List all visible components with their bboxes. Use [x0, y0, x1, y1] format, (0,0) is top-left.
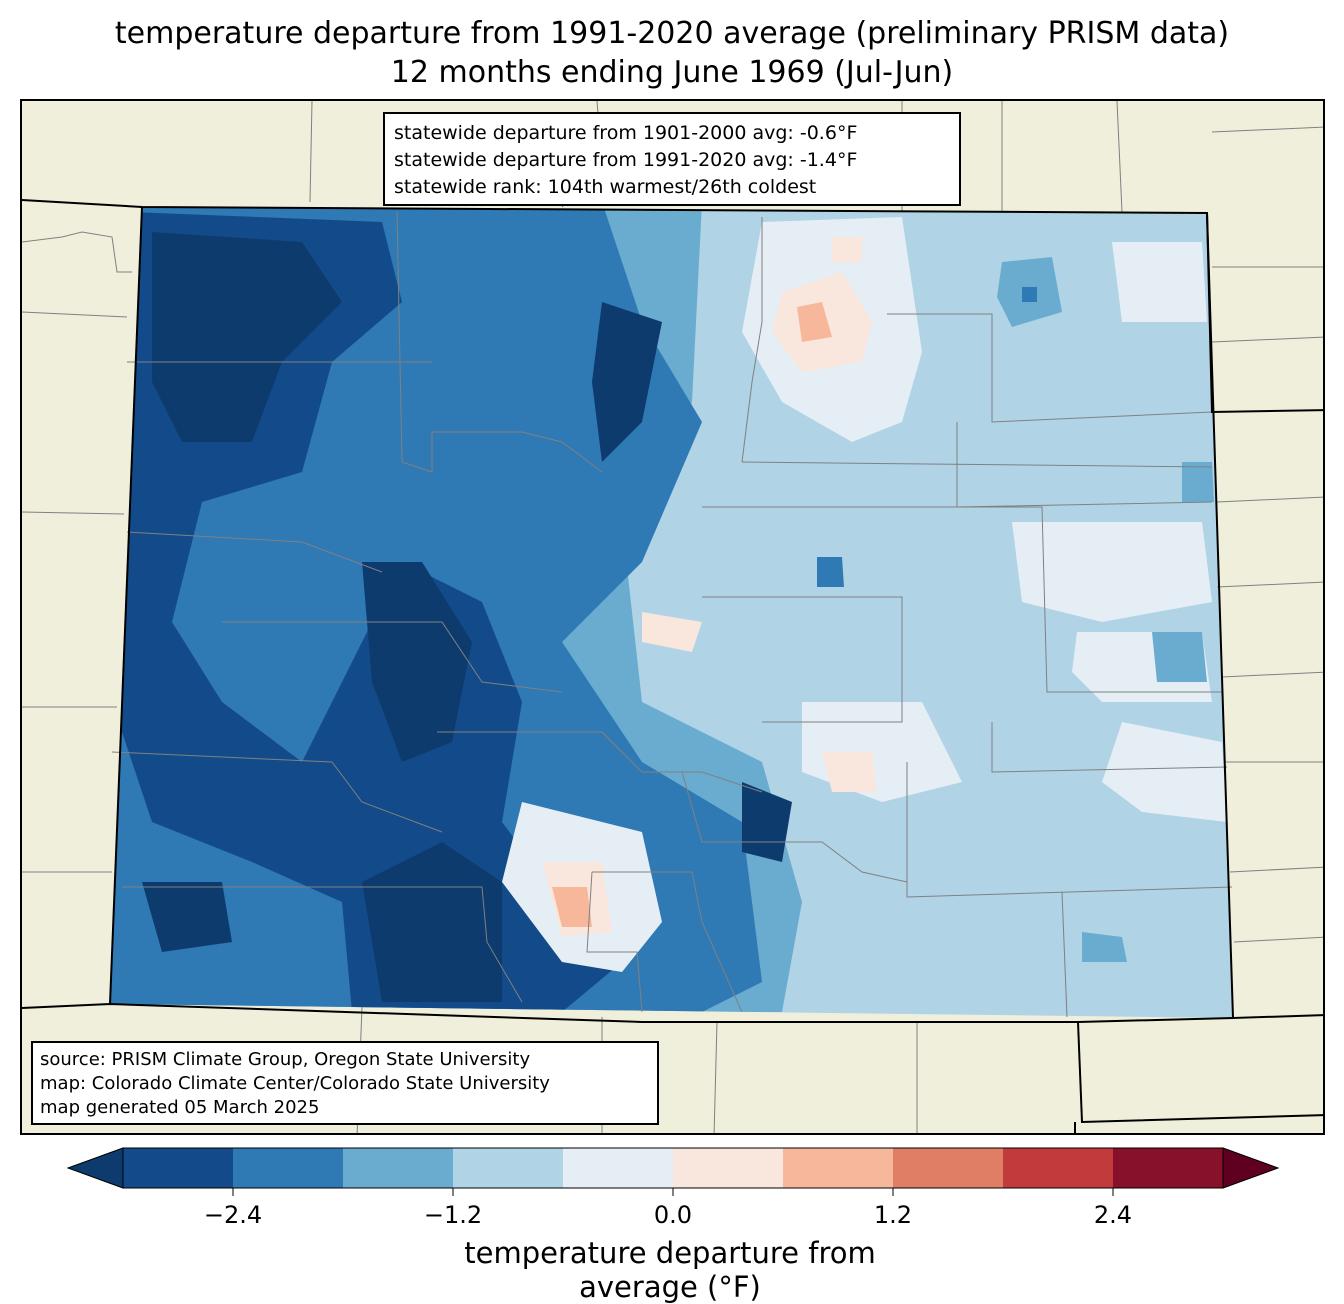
- colorbar-tick-label: 1.2: [874, 1201, 912, 1229]
- map-panel: [20, 99, 1325, 1135]
- colorbar-label: temperature departure from average (°F): [464, 1236, 876, 1304]
- county-lines: [111, 211, 1233, 1018]
- map-credit-line: map: Colorado Climate Center/Colorado St…: [40, 1073, 550, 1094]
- colorbar-tick-label: −1.2: [424, 1201, 482, 1229]
- colorbar-cell: [1113, 1148, 1223, 1188]
- colorado-map: [22, 101, 1323, 1133]
- source-line: source: PRISM Climate Group, Oregon Stat…: [40, 1049, 531, 1070]
- colorbar-cell: [673, 1148, 783, 1188]
- stats-line-1991-2020: statewide departure from 1991-2020 avg: …: [394, 149, 858, 171]
- colorbar-cell: [563, 1148, 673, 1188]
- colorbar-extend-low: [66, 1147, 124, 1189]
- source-box: source: PRISM Climate Group, Oregon Stat…: [31, 1041, 659, 1125]
- colorbar-cell: [893, 1148, 1003, 1188]
- map-title: temperature departure from 1991-2020 ave…: [114, 16, 1230, 51]
- contour-east-warm: [542, 237, 877, 937]
- map-subtitle: 12 months ending June 1969 (Jul-Jun): [390, 55, 954, 90]
- colorbar-cell: [783, 1148, 893, 1188]
- statewide-stats-box: statewide departure from 1901-2000 avg: …: [383, 112, 961, 206]
- colorbar-cell: [453, 1148, 563, 1188]
- colorbar-cell: [343, 1148, 453, 1188]
- colorbar-tick-label: 0.0: [654, 1201, 692, 1229]
- colorbar-cell: [123, 1148, 233, 1188]
- colorbar-tick-label: 2.4: [1094, 1201, 1132, 1229]
- colorbar-cell: [233, 1148, 343, 1188]
- temperature-contours: [110, 207, 1227, 1012]
- stats-line-1901-2000: statewide departure from 1901-2000 avg: …: [394, 122, 858, 144]
- contour-east-blue: [817, 287, 1037, 587]
- colorbar-tick-label: −2.4: [204, 1201, 262, 1229]
- colorbar: −2.4 −1.2 0.0 1.2 2.4: [66, 1147, 1280, 1229]
- colorbar-cell: [1003, 1148, 1113, 1188]
- colorbar-extend-high: [1222, 1147, 1280, 1189]
- contour-west-darkest: [142, 232, 792, 1002]
- stats-line-rank: statewide rank: 104th warmest/26th colde…: [394, 176, 817, 198]
- generated-date-line: map generated 05 March 2025: [40, 1097, 320, 1118]
- state-boundaries: [22, 199, 1323, 1133]
